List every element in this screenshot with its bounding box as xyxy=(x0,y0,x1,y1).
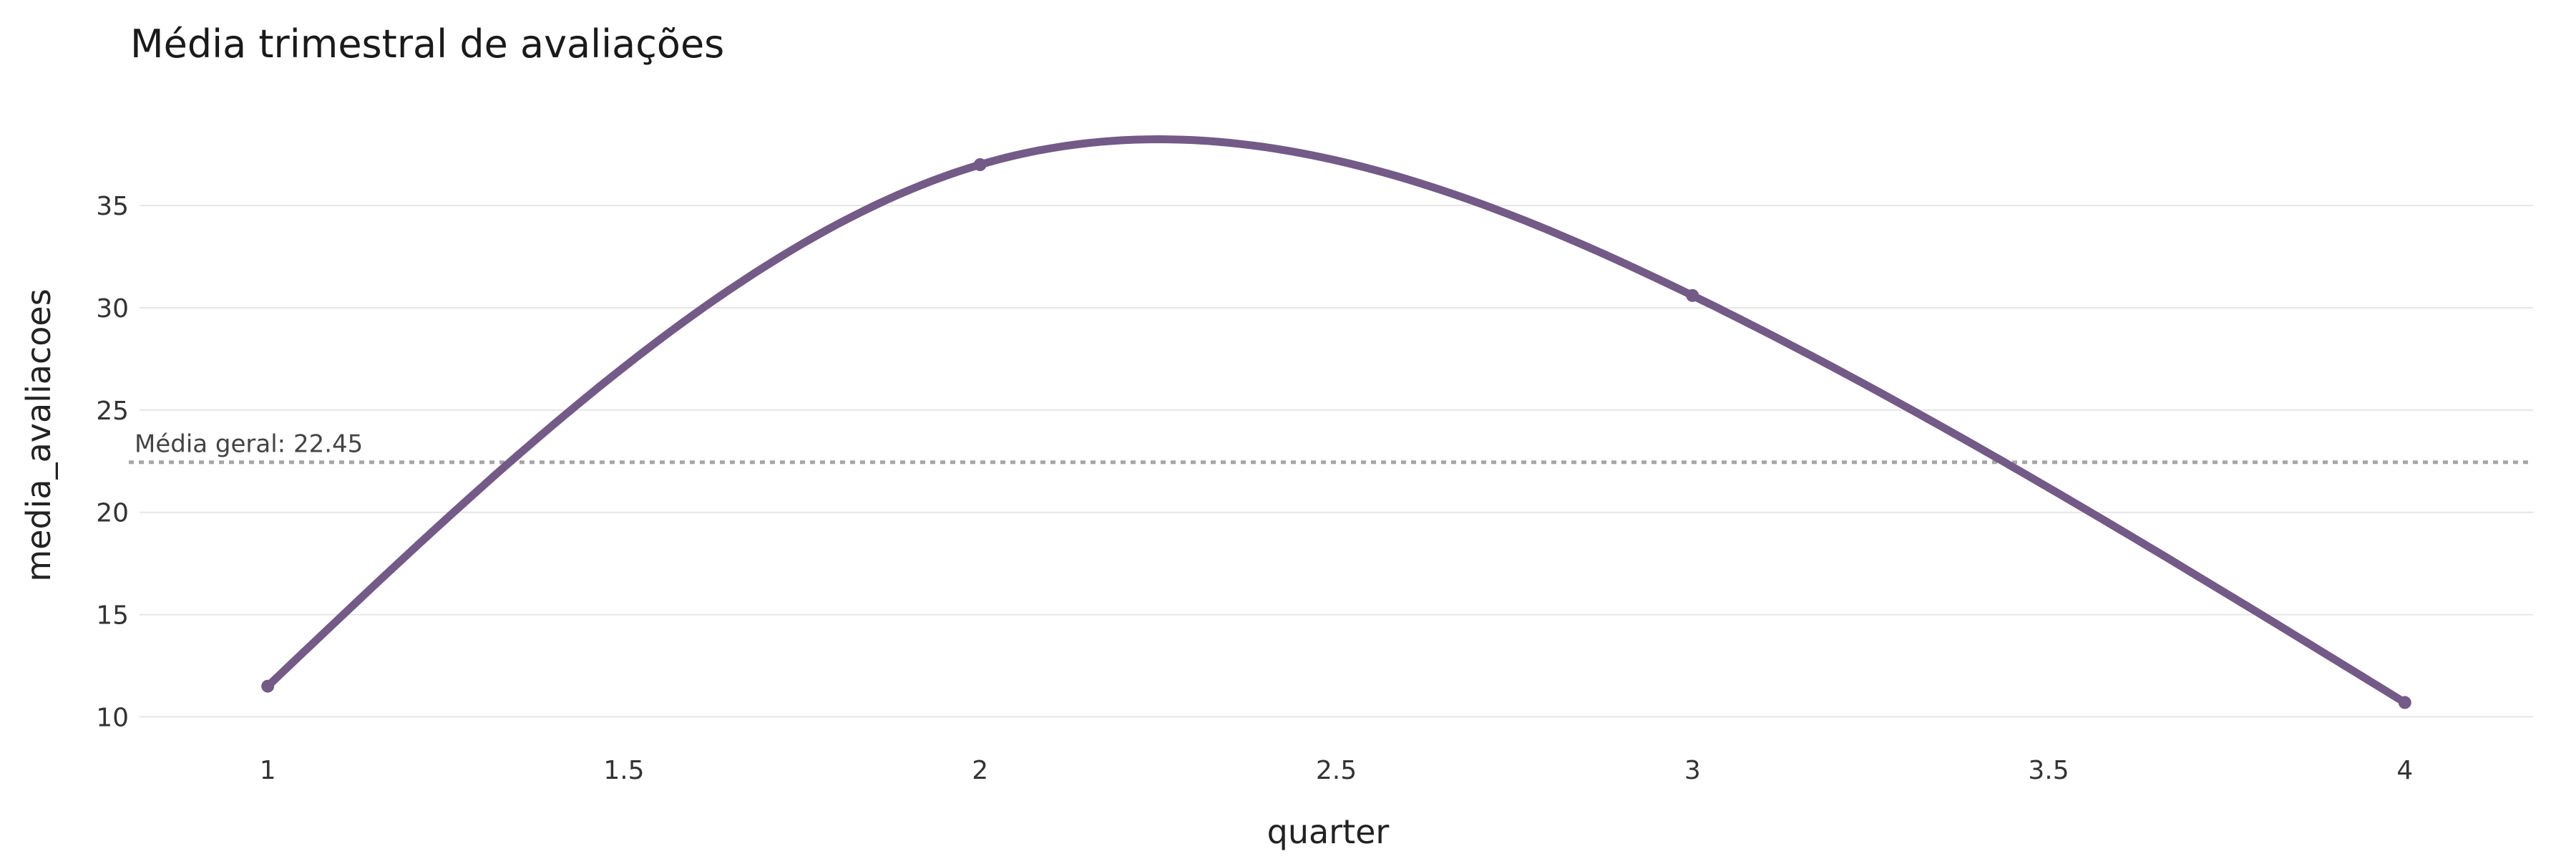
y-tick-label: 35 xyxy=(96,192,129,221)
y-tick-label: 15 xyxy=(96,601,129,631)
x-axis-title: quarter xyxy=(1267,812,1390,851)
data-point xyxy=(2398,696,2411,709)
x-tick-label: 1 xyxy=(260,756,276,785)
data-point xyxy=(973,158,987,171)
reference-line-group: Média geral: 22.45 xyxy=(129,430,2533,465)
x-tick-label: 2.5 xyxy=(1316,756,1357,785)
series-layer xyxy=(261,135,2411,709)
y-axis-ticks: 10 15 20 25 30 35 xyxy=(96,192,129,732)
x-axis-ticks: 1 1.5 2 2.5 3 3.5 4 xyxy=(260,756,2414,785)
x-tick-label: 1.5 xyxy=(603,756,644,785)
data-point xyxy=(1686,288,1699,302)
y-tick-label: 30 xyxy=(96,294,129,324)
x-tick-label: 3 xyxy=(1684,756,1701,785)
x-tick-label: 4 xyxy=(2396,756,2413,785)
reference-line-label: Média geral: 22.45 xyxy=(135,430,363,459)
data-point xyxy=(261,679,275,693)
y-tick-label: 10 xyxy=(96,703,129,732)
y-axis-title: media_avaliacoes xyxy=(19,288,58,581)
x-tick-label: 2 xyxy=(972,756,988,785)
series-line xyxy=(263,135,2409,707)
chart-title: Média trimestral de avaliações xyxy=(130,21,725,67)
x-tick-label: 3.5 xyxy=(2028,756,2069,785)
gridlines xyxy=(140,205,2533,718)
y-tick-label: 20 xyxy=(96,499,129,528)
y-tick-label: 25 xyxy=(96,397,129,426)
